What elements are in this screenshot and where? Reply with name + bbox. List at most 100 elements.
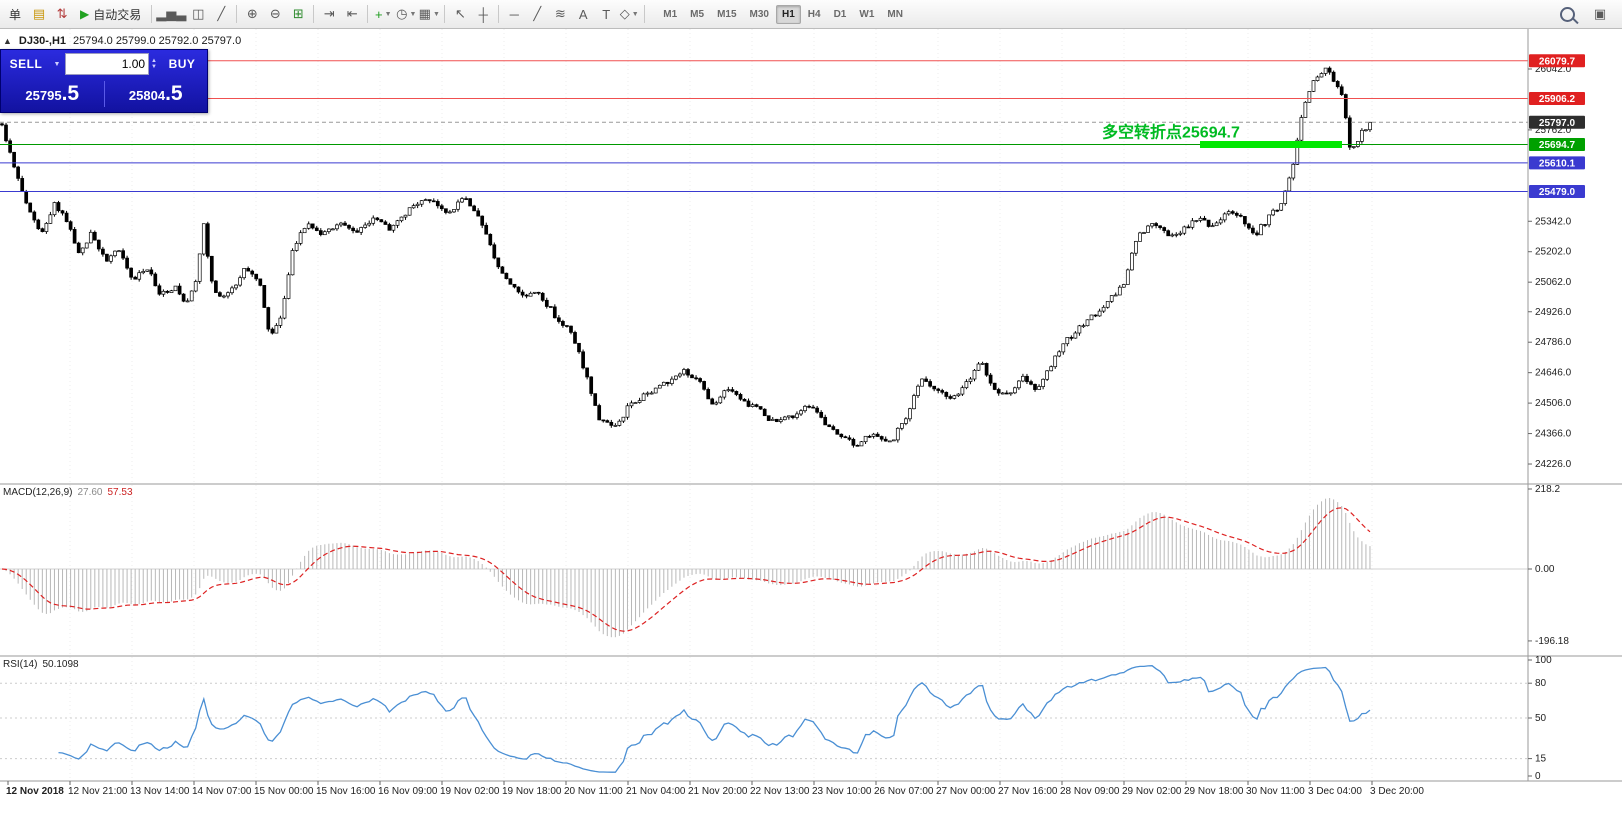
svg-text:23 Nov 10:00: 23 Nov 10:00 <box>812 786 872 797</box>
text-tool[interactable]: A <box>572 3 594 25</box>
search-icon[interactable] <box>1560 6 1575 22</box>
volume-input[interactable] <box>65 53 150 75</box>
svg-text:27 Nov 16:00: 27 Nov 16:00 <box>998 786 1058 797</box>
crosshair-tool[interactable]: ┼ <box>472 3 494 25</box>
candlestick-chart-icon[interactable]: ◫ <box>187 3 209 25</box>
indicators-icon: + <box>375 6 383 22</box>
macd-label: MACD(12,26,9) 27.60 57.53 <box>3 487 138 498</box>
toolbar-separator <box>313 5 315 23</box>
bar-chart-icon-icon: ▂▅▃ <box>156 6 187 21</box>
tile-windows-icon-icon: ⊞ <box>292 6 304 21</box>
dropdown-caret-icon: ▼ <box>384 10 392 18</box>
auto-scroll-icon[interactable]: ⇥ <box>318 3 340 25</box>
svg-text:-196.18: -196.18 <box>1535 636 1569 647</box>
svg-text:24926.0: 24926.0 <box>1535 307 1572 318</box>
autotrading-button[interactable]: ▶ 自动交易 <box>74 3 147 25</box>
svg-text:26 Nov 07:00: 26 Nov 07:00 <box>874 786 934 797</box>
svg-text:12 Nov 2018: 12 Nov 2018 <box>6 786 64 797</box>
chart-canvas[interactable]: 多空转折点25694.7 26042.0 25762.0 25342.0 25202.0… <box>0 29 1622 824</box>
timeframe-group: M1 M5 M15 M30 H1 H4 D1 W1 MN <box>657 4 909 24</box>
label-tool[interactable]: T <box>595 3 617 25</box>
macd-histogram <box>5 498 1371 638</box>
svg-text:3 Dec 04:00: 3 Dec 04:00 <box>1308 786 1362 797</box>
horizontal-line-tool[interactable]: ─ <box>503 3 525 25</box>
svg-text:15 Nov 00:00: 15 Nov 00:00 <box>254 786 314 797</box>
timeframe-h4[interactable]: H4 <box>807 8 821 20</box>
templates-button[interactable]: ▦ ▼ <box>418 3 440 25</box>
periods-button[interactable]: ◷ ▼ <box>395 3 417 25</box>
svg-text:25906.2: 25906.2 <box>1539 94 1576 105</box>
svg-text:19 Nov 02:00: 19 Nov 02:00 <box>440 786 500 797</box>
line-chart-icon-icon: ╱ <box>217 6 226 21</box>
macd-main-value: 27.60 <box>77 487 103 498</box>
crosshair-icon: ┼ <box>478 6 488 22</box>
fibonacci-tool[interactable]: ≋ <box>549 3 571 25</box>
axes: 26042.0 25762.0 25342.0 25202.0 25062.0 24926… <box>0 29 1622 782</box>
svg-text:21 Nov 04:00: 21 Nov 04:00 <box>626 786 686 797</box>
dropdown-caret-icon: ▼ <box>631 10 639 18</box>
svg-text:29 Nov 18:00: 29 Nov 18:00 <box>1184 786 1244 797</box>
price-badge-26079.7 <box>1529 54 1585 68</box>
tick-chart-icon[interactable]: ⇅ <box>51 3 73 25</box>
autotrading-button-label: 自动交易 <box>93 7 142 22</box>
line-chart-icon[interactable]: ╱ <box>210 3 232 25</box>
sell-button-label[interactable]: SELL <box>9 57 43 71</box>
chart-shift-icon-icon: ⇤ <box>346 6 358 21</box>
zoom-in-button[interactable]: ⊕ <box>241 3 263 25</box>
zoom-out-button[interactable]: ⊖ <box>264 3 286 25</box>
sell-price-button[interactable]: 25795.5 <box>1 82 104 106</box>
buy-price-button[interactable]: 25804.5 <box>105 82 208 106</box>
new-order-button[interactable]: 单 <box>3 3 27 25</box>
timeframe-w1[interactable]: W1 <box>859 8 875 20</box>
svg-text:50: 50 <box>1535 713 1547 724</box>
volume-spinner[interactable]: ▲ ▼ <box>151 58 157 70</box>
zoom-in-icon: ⊕ <box>246 6 258 21</box>
tile-windows-icon[interactable]: ⊞ <box>287 3 309 25</box>
timeframe-m5[interactable]: M5 <box>690 8 705 20</box>
volume-dropdown-icon[interactable]: ▼ <box>53 60 61 68</box>
toolbar-separator <box>367 5 369 23</box>
timeframe-mn[interactable]: MN <box>887 8 903 20</box>
svg-text:22 Nov 13:00: 22 Nov 13:00 <box>750 786 810 797</box>
cursor-tool[interactable]: ↖ <box>449 3 471 25</box>
price-badge-25906.2 <box>1529 92 1585 105</box>
price-badges[interactable]: 26079.7 25906.2 25797.0 25694.7 25610.1 25479… <box>1529 54 1585 198</box>
svg-text:0.00: 0.00 <box>1535 564 1555 575</box>
buy-button-label[interactable]: BUY <box>168 57 196 71</box>
price-badge-25479 <box>1529 185 1585 198</box>
indicators-button[interactable]: + ▼ <box>372 3 394 25</box>
price-level-lines[interactable]: 多空转折点25694.7 <box>0 60 1528 192</box>
svg-text:25062.0: 25062.0 <box>1535 277 1572 288</box>
new-chart-window-icon[interactable]: ▣ <box>1589 3 1611 25</box>
periods-icon: ◷ <box>396 6 408 21</box>
collapse-panel-icon[interactable]: ▲ <box>3 36 12 46</box>
cursor-icon: ↖ <box>454 6 466 21</box>
timeframe-h1[interactable]: H1 <box>775 4 801 24</box>
chart-shift-icon[interactable]: ⇤ <box>341 3 363 25</box>
svg-text:26042.0: 26042.0 <box>1535 64 1572 75</box>
buy-price-base: 25804 <box>128 88 166 103</box>
fibonacci-icon: ≋ <box>554 6 566 21</box>
timeframe-m1[interactable]: M1 <box>663 8 678 20</box>
timeframe-m30[interactable]: M30 <box>749 8 769 20</box>
toolbar-separator <box>236 5 238 23</box>
annotation-text: 多空转折点25694.7 <box>1102 123 1240 142</box>
shapes-icon: ◇ <box>619 6 630 21</box>
bar-chart-icon[interactable]: ▂▅▃ <box>156 3 186 25</box>
horizontal-line-icon: ─ <box>509 6 519 22</box>
timeframe-m15[interactable]: M15 <box>717 8 737 20</box>
timeframe-d1[interactable]: D1 <box>833 8 847 20</box>
charts-profile-icon[interactable]: ▤ <box>28 3 50 25</box>
price-badge-25797 <box>1529 115 1585 129</box>
svg-text:25694.7: 25694.7 <box>1539 140 1576 151</box>
rsi-line <box>58 665 1371 773</box>
one-click-top-row: SELL ▼ ▲▼ BUY <box>1 50 207 76</box>
new-chart-window-icon-icon: ▣ <box>1593 6 1607 21</box>
svg-text:28 Nov 09:00: 28 Nov 09:00 <box>1060 786 1120 797</box>
trendline-tool[interactable]: ╱ <box>526 3 548 25</box>
svg-text:27 Nov 00:00: 27 Nov 00:00 <box>936 786 996 797</box>
chart-window: 多空转折点25694.7 26042.0 25762.0 25342.0 25202.0… <box>0 29 1622 824</box>
shapes-button[interactable]: ◇ ▼ <box>618 3 640 25</box>
time-axis[interactable]: 12 Nov 2018 12 Nov 21:00 13 Nov 14:00 14 No… <box>6 781 1424 797</box>
